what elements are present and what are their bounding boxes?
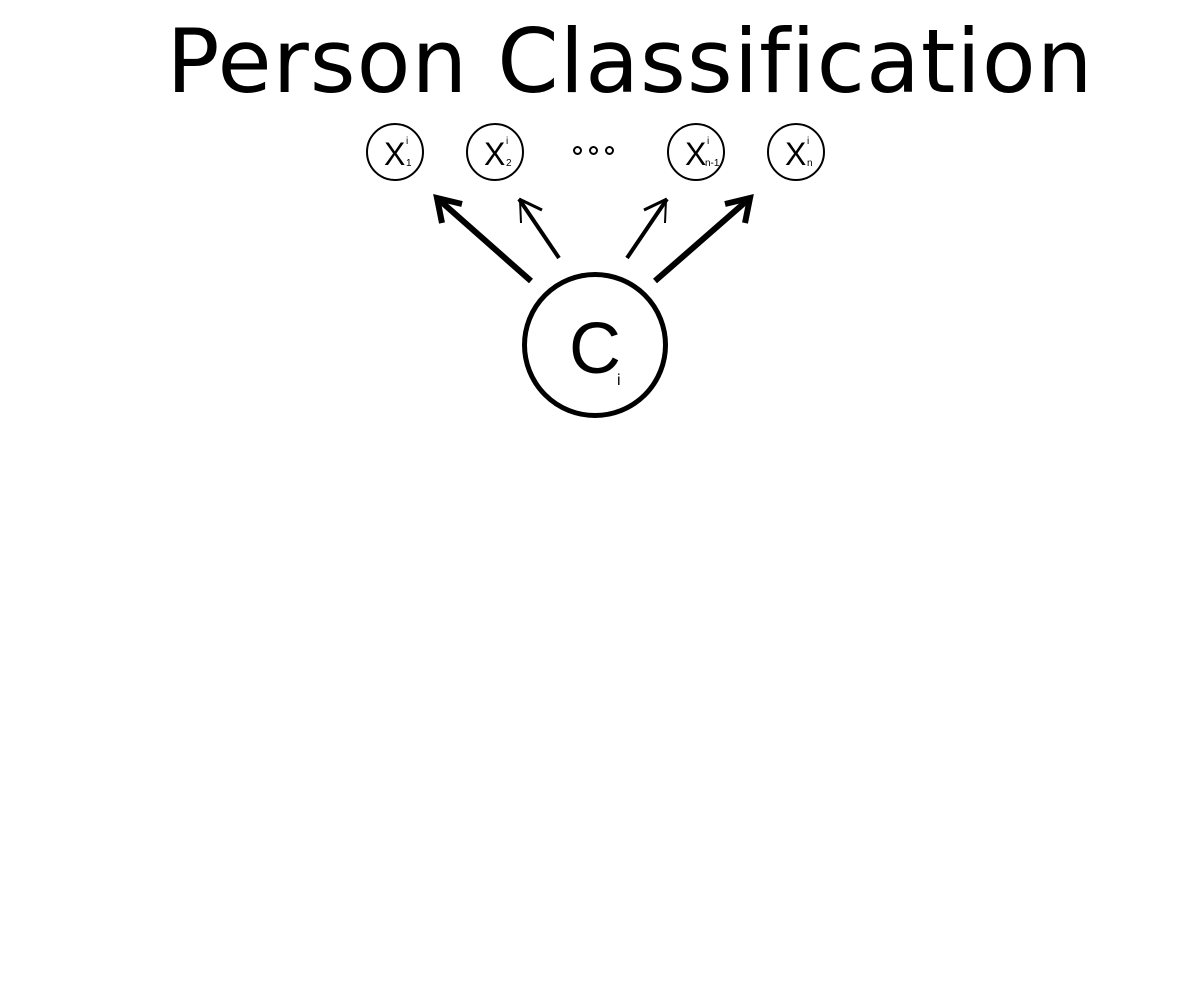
slide-title: Person Classification: [166, 10, 1094, 113]
edge-c-to-xn: [653, 193, 754, 284]
feature-subscript: 2: [506, 158, 512, 169]
feature-letter: X: [384, 136, 406, 172]
edge-c-to-x2: [517, 197, 561, 260]
class-subscript: i: [617, 372, 621, 389]
ellipsis-dot-2: [589, 146, 598, 155]
edge-c-to-xn-1: [625, 197, 669, 260]
feature-superscript: i: [506, 136, 509, 147]
feature-letter: X: [484, 136, 506, 172]
feature-node-x1: X i 1: [366, 123, 424, 181]
class-letter: C: [569, 309, 621, 389]
ellipsis-dot-3: [605, 146, 614, 155]
feature-subscript: n-1: [705, 158, 720, 169]
feature-node-xn-1: X i n-1: [667, 123, 725, 181]
feature-node-x2: X i 2: [466, 123, 524, 181]
feature-node-xn: X i n: [767, 123, 825, 181]
class-node-c: C i: [522, 272, 668, 418]
ellipsis-dot-1: [573, 146, 582, 155]
feature-letter: X: [685, 136, 707, 172]
edge-c-to-x1: [433, 193, 533, 284]
feature-letter: X: [785, 136, 807, 172]
feature-superscript: i: [707, 136, 710, 147]
feature-superscript: i: [406, 136, 409, 147]
feature-subscript: 1: [406, 158, 412, 169]
feature-subscript: n: [807, 158, 813, 169]
feature-superscript: i: [807, 136, 810, 147]
